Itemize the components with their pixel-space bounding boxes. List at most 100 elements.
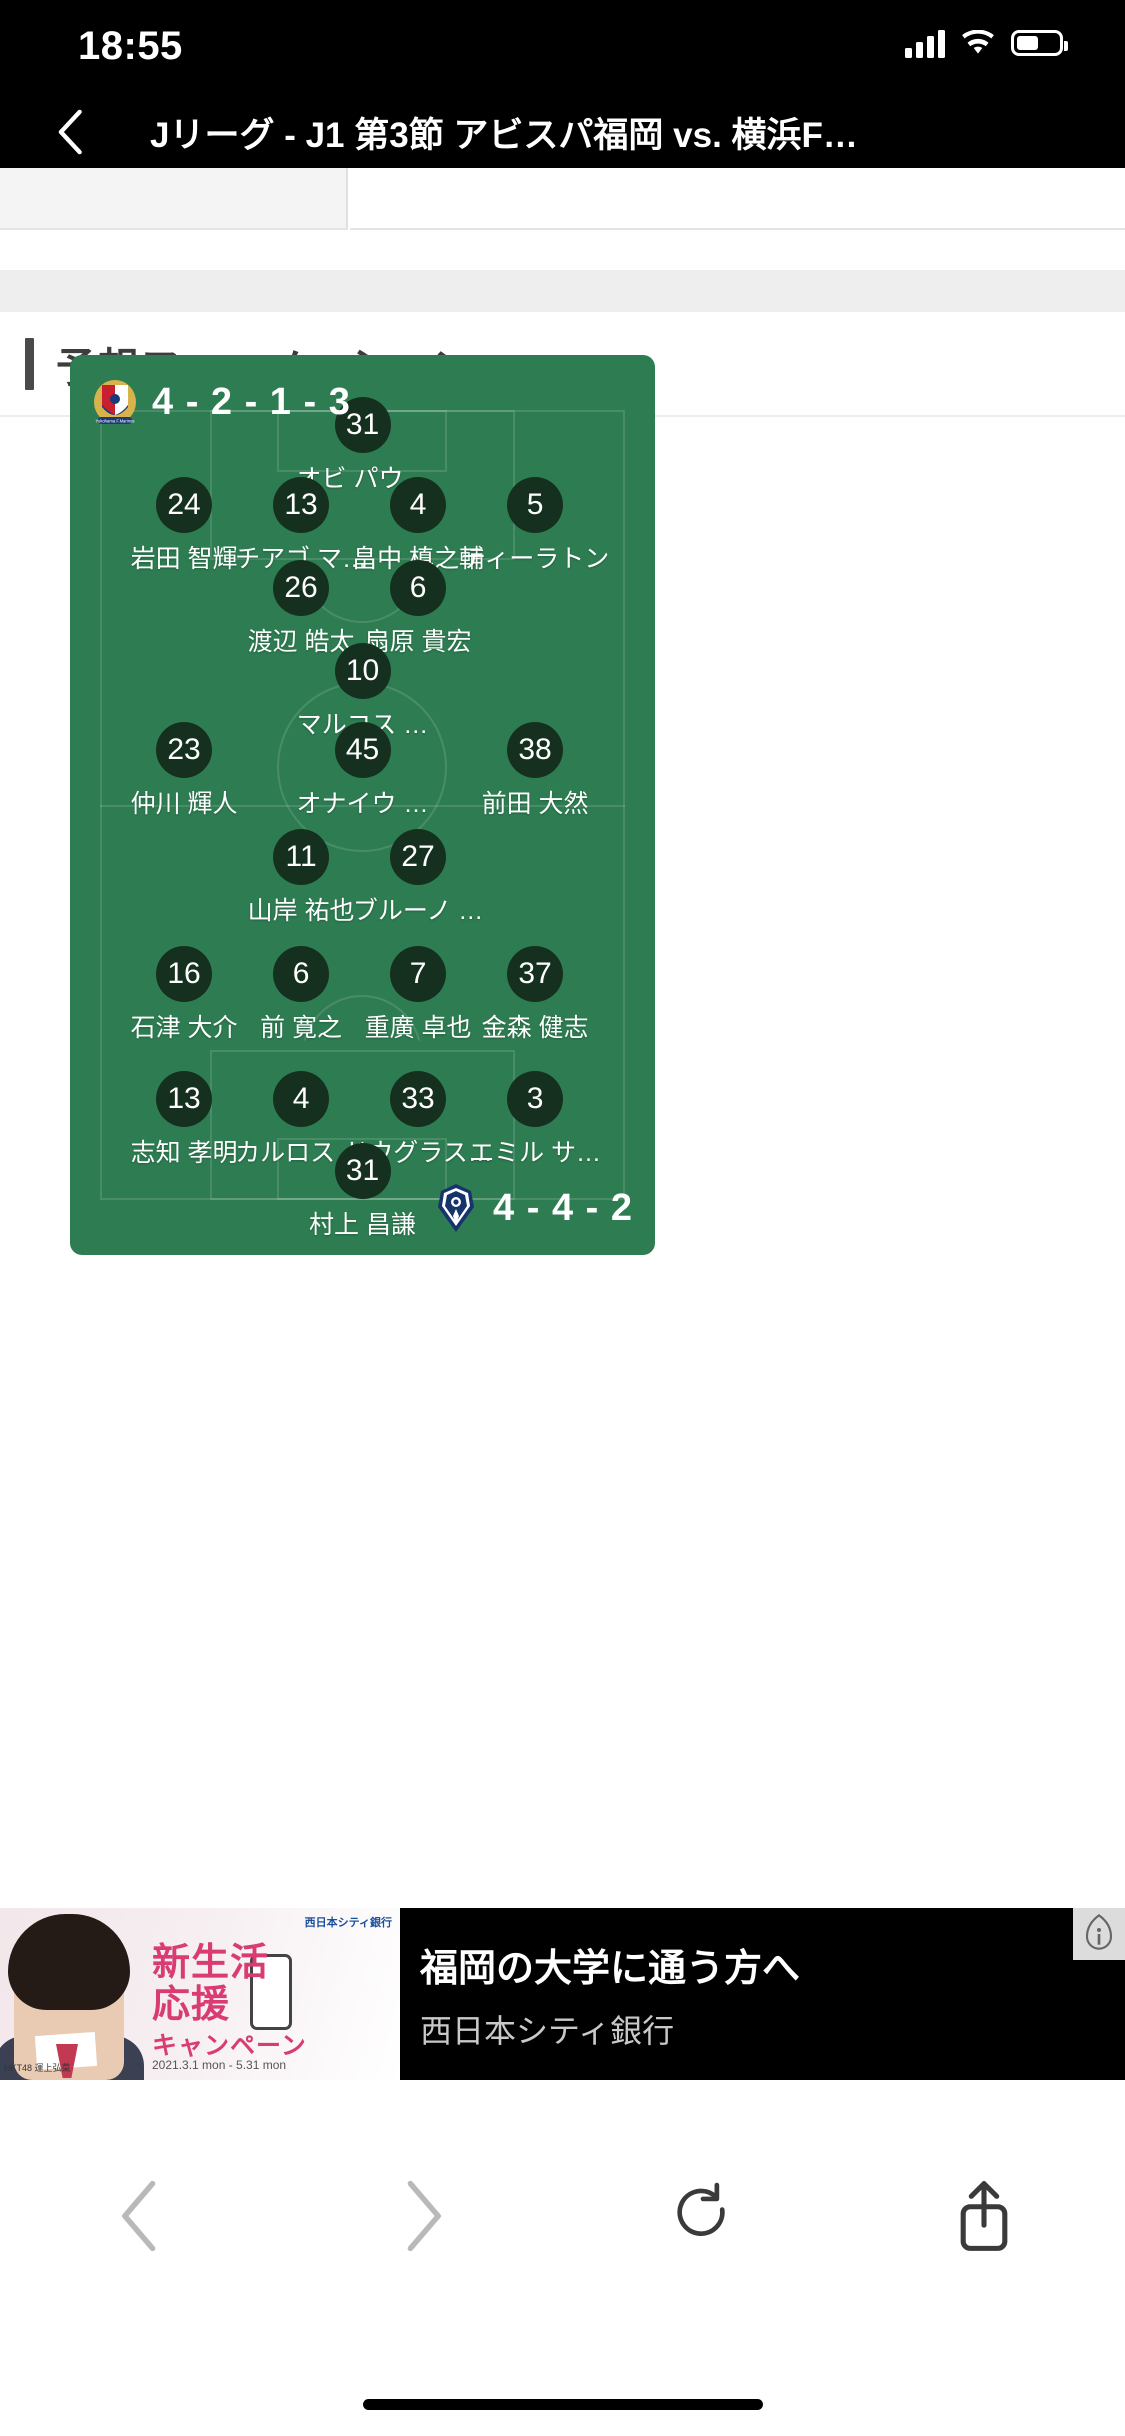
browser-toolbar (0, 2080, 1125, 2352)
page-content: 予想フォーメーション Yokohama (0, 230, 1125, 1850)
ad-model-tie (56, 2044, 78, 2078)
tab-strip (0, 168, 1125, 230)
player-number: 26 (273, 560, 330, 616)
penalty-area-bottom (210, 1050, 515, 1200)
toolbar-share-button[interactable] (914, 2146, 1054, 2286)
yokohama-f-marinos-crest-icon: Yokohama F.Marinos (94, 380, 136, 424)
player-name: 前田 大然 (481, 790, 589, 818)
player-marker[interactable]: 33 ドウグラス… (318, 1071, 518, 1169)
player-number: 31 (334, 397, 391, 453)
tab-inactive[interactable] (0, 168, 348, 230)
player-name: 前 寛之 (260, 1014, 343, 1042)
player-marker[interactable]: 13 チアゴ マ… (201, 477, 401, 575)
ad-creative-image: 新生活 応援 キャンペーン 2021.3.1 mon - 5.31 mon 西日… (0, 1908, 400, 2080)
player-number: 37 (507, 946, 564, 1002)
avispa-fukuoka-crest-icon (438, 1184, 475, 1232)
player-marker[interactable]: 7 重廣 卓也 (318, 946, 518, 1044)
ad-title: 福岡の大学に通う方へ (420, 1947, 801, 1990)
player-number: 27 (390, 829, 447, 885)
content-spacer (0, 270, 1125, 312)
player-number: 13 (156, 1071, 213, 1127)
ad-headline-2: 応援 (152, 1984, 231, 2026)
player-marker[interactable]: 13 志知 孝明 (84, 1071, 284, 1169)
player-number: 24 (156, 477, 213, 533)
player-name: 重廣 卓也 (364, 1014, 472, 1042)
goal-area-bottom (277, 1138, 447, 1200)
player-number: 10 (334, 643, 391, 699)
status-indicators (905, 28, 1068, 58)
player-number: 3 (507, 1071, 564, 1127)
player-name: ブルーノ … (352, 897, 484, 925)
toolbar-back-button[interactable] (71, 2146, 211, 2286)
reload-icon (677, 2182, 725, 2236)
player-name: 渡辺 皓太 (247, 628, 355, 656)
ad-advertiser: 西日本シティ銀行 (420, 2012, 675, 2049)
player-name: 仲川 輝人 (130, 790, 238, 818)
ad-copy: 福岡の大学に通う方へ 西日本シティ銀行 (420, 1908, 1015, 2080)
section-accent-bar (25, 337, 34, 390)
away-team-formation: Yokohama F.Marinos 4 - 2 - 1 - 3 (92, 377, 351, 427)
home-formation-label: 4 - 4 - 2 (493, 1186, 633, 1229)
player-marker[interactable]: 45 オナイウ … (263, 722, 463, 820)
player-marker[interactable]: 26 渡辺 皓太 (201, 560, 401, 658)
ad-info-button[interactable] (1073, 1908, 1125, 1960)
away-formation-label: 4 - 2 - 1 - 3 (152, 380, 351, 423)
player-marker[interactable]: 6 前 寛之 (201, 946, 401, 1044)
navigation-bar: Jリーグ - J1 第3節 アビスパ福岡 vs. 横浜F… (0, 96, 1125, 168)
player-marker[interactable]: 24 岩田 智輝 (84, 477, 284, 575)
ad-bank-logo: 西日本シティ銀行 (304, 1917, 392, 1929)
player-marker[interactable]: 11 山岸 祐也 (201, 829, 401, 927)
toolbar-forward-button[interactable] (352, 2146, 492, 2286)
page-title: Jリーグ - J1 第3節 アビスパ福岡 vs. 横浜F… (150, 115, 858, 155)
player-number: 6 (390, 560, 447, 616)
ad-headline-1: 新生活 (152, 1942, 270, 1984)
player-name: 村上 昌謙 (309, 1211, 416, 1239)
player-name: ティーラトン (460, 545, 610, 573)
chevron-left-icon (121, 2180, 155, 2252)
share-icon (961, 2181, 1008, 2251)
status-time: 18:55 (78, 24, 183, 68)
player-number: 4 (390, 477, 447, 533)
svg-text:Yokohama F.Marinos: Yokohama F.Marinos (96, 419, 135, 424)
player-name: 志知 孝明 (130, 1139, 238, 1167)
player-marker[interactable]: 27 ブルーノ … (318, 829, 518, 927)
player-name: 金森 健志 (481, 1014, 589, 1042)
toolbar-reload-button[interactable] (633, 2146, 773, 2286)
player-marker[interactable]: 16 石津 大介 (84, 946, 284, 1044)
player-number: 13 (273, 477, 330, 533)
ad-model-credit: HKT48 運上弘菜 (4, 2063, 71, 2073)
player-marker[interactable]: 5 ティーラトン (435, 477, 635, 575)
ad-phone-prop (250, 1954, 292, 2030)
player-marker[interactable]: 3 エミル サ… (435, 1071, 635, 1169)
status-bar: 18:55 (0, 0, 1125, 96)
tab-active[interactable] (350, 168, 1125, 230)
player-number: 33 (390, 1071, 447, 1127)
player-number: 7 (390, 946, 447, 1002)
player-marker[interactable]: 31 村上 昌謙 (263, 1143, 463, 1241)
player-number: 31 (334, 1143, 391, 1199)
player-number: 16 (156, 946, 213, 1002)
player-name: 山岸 祐也 (247, 897, 355, 925)
ad-campaign-dates: 2021.3.1 mon - 5.31 mon (152, 2058, 287, 2072)
back-button[interactable] (28, 96, 114, 168)
cellular-bars-icon (905, 28, 945, 58)
chevron-left-icon (58, 109, 82, 155)
player-number: 38 (507, 722, 564, 778)
home-team-formation: 4 - 4 - 2 (433, 1183, 633, 1233)
player-number: 5 (507, 477, 564, 533)
player-marker[interactable]: 37 金森 健志 (435, 946, 635, 1044)
formation-pitch[interactable]: Yokohama F.Marinos 4 - 2 - 1 - 3 4 - 4 -… (70, 355, 655, 1255)
ad-choices-info-icon (1085, 1914, 1113, 1950)
ad-headline-3: キャンペーン (152, 2032, 307, 2060)
wifi-icon (962, 30, 994, 54)
player-number: 6 (273, 946, 330, 1002)
player-number: 11 (273, 829, 330, 885)
ad-model-bangs (22, 1948, 116, 1982)
player-marker[interactable]: 23 仲川 輝人 (84, 722, 284, 820)
battery-icon (1011, 30, 1068, 56)
advertisement-banner[interactable]: 新生活 応援 キャンペーン 2021.3.1 mon - 5.31 mon 西日… (0, 1908, 1125, 2080)
player-marker[interactable]: 38 前田 大然 (435, 722, 635, 820)
player-marker[interactable]: 4 畠中 槙之輔 (318, 477, 518, 575)
home-indicator (362, 2399, 763, 2410)
chevron-right-icon (407, 2180, 441, 2252)
